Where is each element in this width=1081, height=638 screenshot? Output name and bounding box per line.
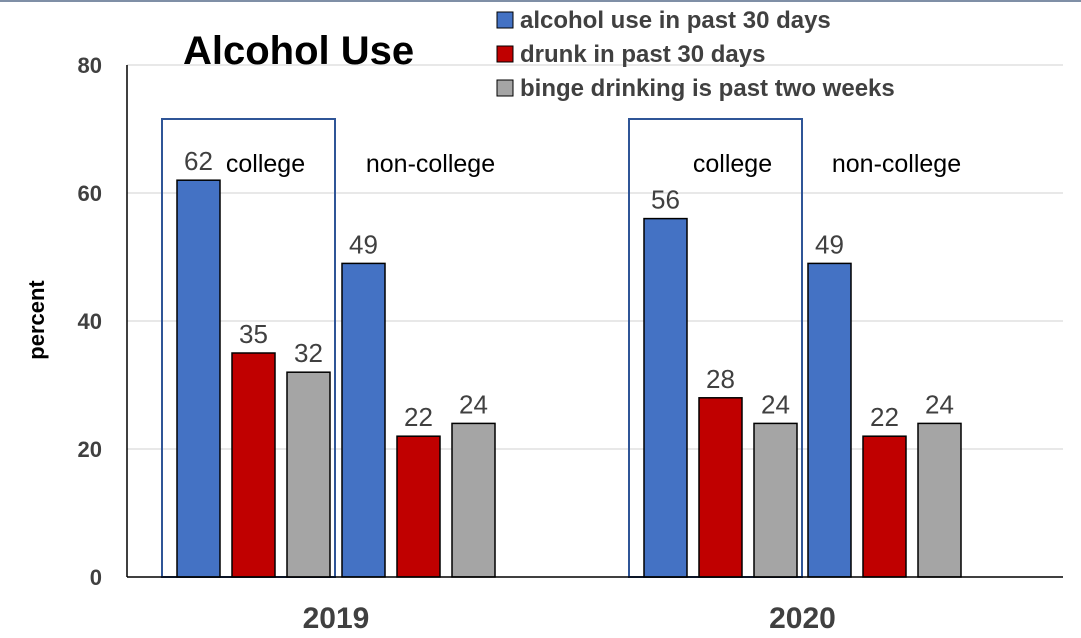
bar: [754, 423, 797, 577]
subgroup-label: college: [226, 150, 305, 178]
bar-value-label: 22: [870, 402, 899, 432]
bar-value-label: 22: [404, 402, 433, 432]
legend-label: drunk in past 30 days: [520, 41, 765, 68]
y-tick-label: 80: [78, 53, 102, 78]
y-tick-label: 60: [78, 181, 102, 206]
bar: [452, 423, 495, 577]
bar-value-label: 24: [459, 389, 488, 419]
y-tick-label: 0: [90, 565, 102, 590]
chart-title: Alcohol Use: [183, 29, 414, 73]
legend-swatch: [497, 12, 513, 28]
bar: [287, 372, 330, 577]
bar-value-label: 28: [706, 364, 735, 394]
axes: 0 20 40 60 80 2019 2020: [78, 53, 1063, 635]
bar: [863, 436, 906, 577]
bar-value-label: 32: [294, 338, 323, 368]
subgroup-label: college: [693, 150, 772, 178]
y-tick-label: 40: [78, 309, 102, 334]
bar-value-label: 62: [184, 146, 213, 176]
bar-value-label: 49: [349, 229, 378, 259]
bar-value-label: 35: [239, 319, 268, 349]
legend-label: binge drinking is past two weeks: [520, 75, 895, 102]
bar: [177, 180, 220, 577]
y-axis-label: percent: [24, 280, 49, 360]
x-category-label: 2020: [769, 602, 836, 635]
bar: [342, 263, 385, 577]
legend-swatch: [497, 46, 513, 62]
legend-swatch: [497, 80, 513, 96]
bar: [397, 436, 440, 577]
bar: [918, 423, 961, 577]
y-tick-label: 20: [78, 437, 102, 462]
bar-value-label: 24: [925, 389, 954, 419]
legend-label: alcohol use in past 30 days: [520, 7, 831, 34]
bar: [808, 263, 851, 577]
bar-value-label: 24: [761, 389, 790, 419]
bar-value-label: 56: [651, 185, 680, 215]
bar-value-label: 49: [815, 229, 844, 259]
bar: [232, 353, 275, 577]
subgroup-label: non-college: [832, 150, 961, 178]
bar: [644, 219, 687, 577]
legend: alcohol use in past 30 days drunk in past…: [497, 7, 895, 102]
bar: [699, 398, 742, 577]
x-category-label: 2019: [303, 602, 370, 635]
subgroup-label: non-college: [366, 150, 495, 178]
